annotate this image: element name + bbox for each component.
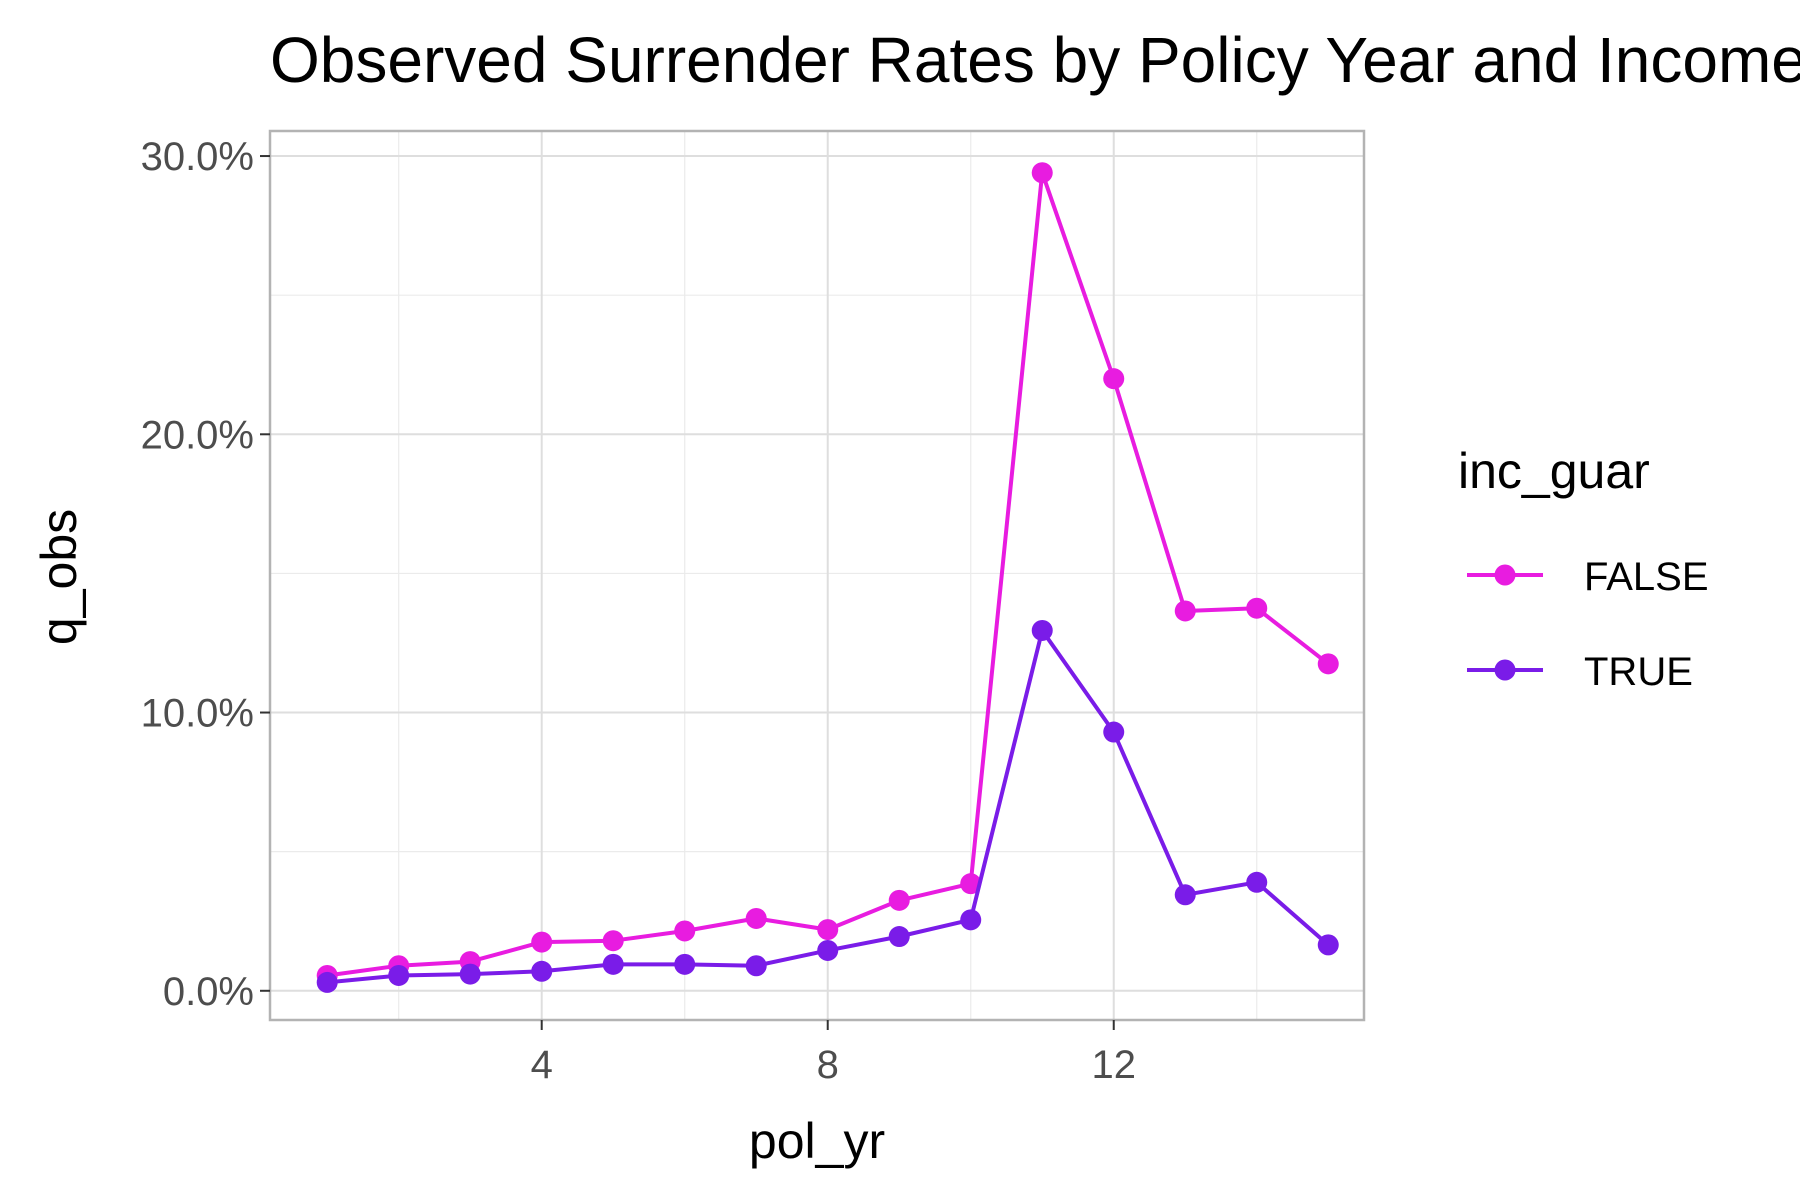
series-true bbox=[316, 619, 1339, 993]
data-point-false bbox=[1246, 597, 1268, 619]
data-point-false bbox=[960, 873, 982, 895]
data-point-true bbox=[531, 960, 553, 982]
y-tick-label: 10.0% bbox=[141, 692, 254, 736]
data-point-false bbox=[1174, 600, 1196, 622]
legend-title: inc_guar bbox=[1458, 443, 1650, 499]
y-tick-label: 0.0% bbox=[163, 970, 254, 1014]
grid bbox=[270, 131, 1364, 1020]
data-point-true bbox=[1246, 871, 1268, 893]
data-point-true bbox=[602, 953, 624, 975]
legend-items: FALSE TRUE bbox=[1467, 555, 1709, 694]
data-point-true bbox=[459, 963, 481, 985]
chart-title: Observed Surrender Rates by Policy Year … bbox=[270, 24, 1800, 96]
data-point-false bbox=[817, 919, 839, 941]
series-layer bbox=[316, 162, 1339, 993]
x-axis-title: pol_yr bbox=[749, 1113, 885, 1169]
legend: inc_guar FALSE TRUE bbox=[1458, 443, 1709, 694]
legend-item-true: TRUE bbox=[1467, 650, 1693, 694]
data-point-false bbox=[531, 931, 553, 953]
data-point-true bbox=[1103, 721, 1125, 743]
legend-item-false: FALSE bbox=[1467, 555, 1709, 599]
tick-labels: 0.0% 10.0% 20.0% 30.0% 4 8 12 bbox=[141, 135, 1136, 1087]
data-point-false bbox=[674, 920, 696, 942]
x-tick-label: 12 bbox=[1091, 1043, 1136, 1087]
data-point-true bbox=[817, 939, 839, 961]
data-point-true bbox=[674, 953, 696, 975]
data-point-true bbox=[388, 964, 410, 986]
data-point-true bbox=[960, 909, 982, 931]
data-point-false bbox=[1317, 653, 1339, 675]
legend-label: TRUE bbox=[1584, 650, 1693, 694]
data-point-false bbox=[1103, 368, 1125, 390]
data-point-true bbox=[1317, 934, 1339, 956]
y-tick-label: 20.0% bbox=[141, 413, 254, 457]
data-point-false bbox=[1031, 162, 1053, 184]
data-point-false bbox=[745, 907, 767, 929]
legend-key-point bbox=[1494, 659, 1516, 681]
data-point-false bbox=[602, 930, 624, 952]
x-tick-label: 8 bbox=[817, 1043, 839, 1087]
data-point-true bbox=[745, 955, 767, 977]
y-axis-title: q_obs bbox=[31, 509, 87, 645]
data-point-true bbox=[888, 926, 910, 948]
plot-border bbox=[268, 129, 1366, 1022]
series-false bbox=[316, 162, 1339, 986]
data-point-true bbox=[1031, 619, 1053, 641]
legend-label: FALSE bbox=[1584, 555, 1709, 599]
legend-key-point bbox=[1494, 564, 1516, 586]
y-tick-label: 30.0% bbox=[141, 135, 254, 179]
x-tick-label: 4 bbox=[531, 1043, 553, 1087]
data-point-true bbox=[1174, 884, 1196, 906]
data-point-true bbox=[316, 971, 338, 993]
data-point-false bbox=[888, 889, 910, 911]
